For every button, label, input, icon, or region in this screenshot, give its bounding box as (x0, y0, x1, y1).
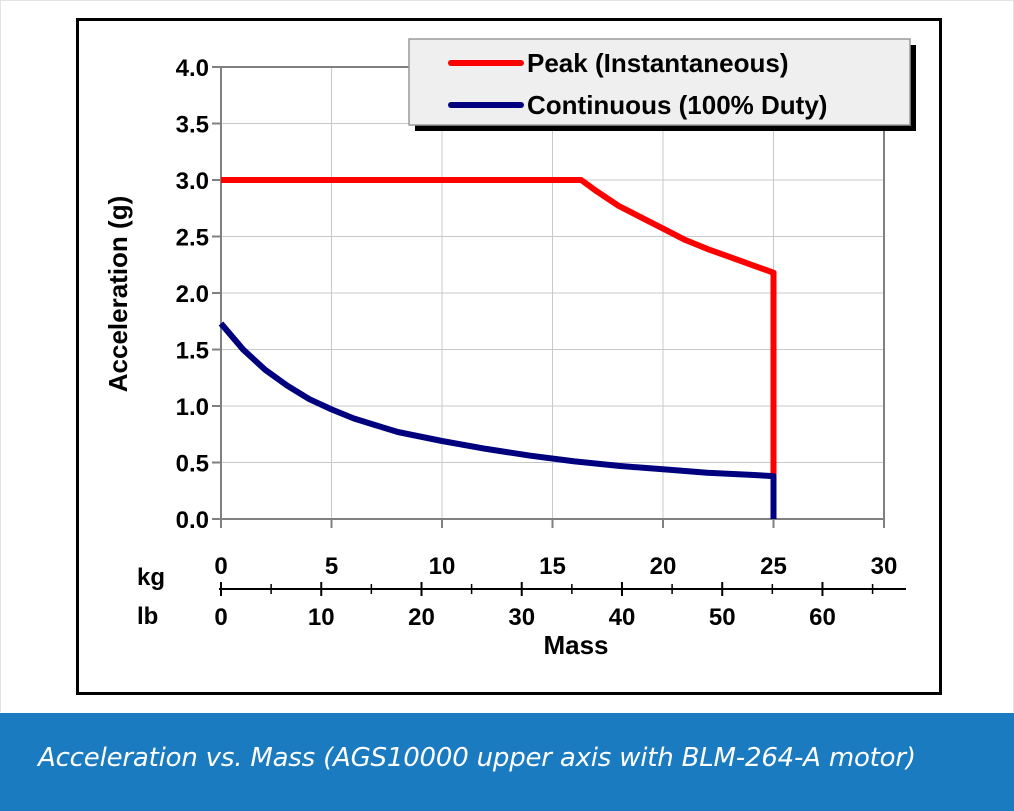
grid-lines (221, 67, 884, 519)
x-axis-kg: 0 5 10 15 20 25 30 (214, 519, 897, 580)
lb-tick-label: 30 (508, 604, 535, 631)
lb-unit-label: lb (137, 603, 158, 630)
y-axis-title: Acceleration (g) (103, 196, 133, 393)
y-tick-label: 3.0 (176, 168, 209, 195)
x-tick-label: 5 (325, 553, 338, 580)
acceleration-mass-chart: 0.0 0.5 1.0 1.5 2.0 2.5 3.0 3.5 4.0 0 5 10 15 20 25 30… (103, 38, 916, 660)
lb-tick-label: 40 (609, 604, 636, 631)
legend-label-peak: Peak (Instantaneous) (527, 48, 789, 78)
y-tick-label: 3.5 (176, 112, 209, 139)
x-axis-lb: 0 10 20 30 40 50 60 (214, 582, 906, 631)
x-tick-label: 15 (539, 553, 566, 580)
y-axis: 0.0 0.5 1.0 1.5 2.0 2.5 3.0 3.5 4.0 (176, 55, 221, 534)
lb-tick-label: 0 (214, 604, 227, 631)
caption-text: Acceleration vs. Mass (AGS10000 upper ax… (38, 743, 916, 773)
y-tick-label: 1.0 (176, 394, 209, 421)
y-tick-label: 1.5 (176, 338, 209, 365)
y-tick-label: 2.0 (176, 281, 209, 308)
series-lines (218, 177, 777, 519)
lb-tick-label: 20 (408, 604, 435, 631)
x-tick-label: 0 (214, 553, 227, 580)
series-line-continuous (218, 321, 777, 519)
legend: Peak (Instantaneous) Continuous (100% Du… (408, 38, 916, 131)
kg-unit-label: kg (137, 564, 165, 591)
x-tick-label: 25 (760, 553, 787, 580)
chart-container: 0.0 0.5 1.0 1.5 2.0 2.5 3.0 3.5 4.0 0 5 10 15 20 25 30… (76, 18, 942, 695)
x-tick-label: 30 (871, 553, 898, 580)
x-axis-title: Mass (543, 630, 608, 660)
y-tick-label: 4.0 (176, 55, 209, 82)
x-tick-label: 20 (650, 553, 677, 580)
y-tick-label: 0.0 (176, 507, 209, 534)
lb-tick-label: 60 (809, 604, 836, 631)
legend-label-continuous: Continuous (100% Duty) (527, 90, 827, 120)
y-tick-label: 2.5 (176, 225, 209, 252)
legend-box (408, 38, 911, 126)
caption-bar: Acceleration vs. Mass (AGS10000 upper ax… (0, 713, 1014, 811)
lb-tick-label: 10 (308, 604, 335, 631)
lb-tick-label: 50 (709, 604, 736, 631)
y-tick-label: 0.5 (176, 451, 209, 478)
x-tick-label: 10 (429, 553, 456, 580)
series-line-peak (221, 177, 777, 519)
